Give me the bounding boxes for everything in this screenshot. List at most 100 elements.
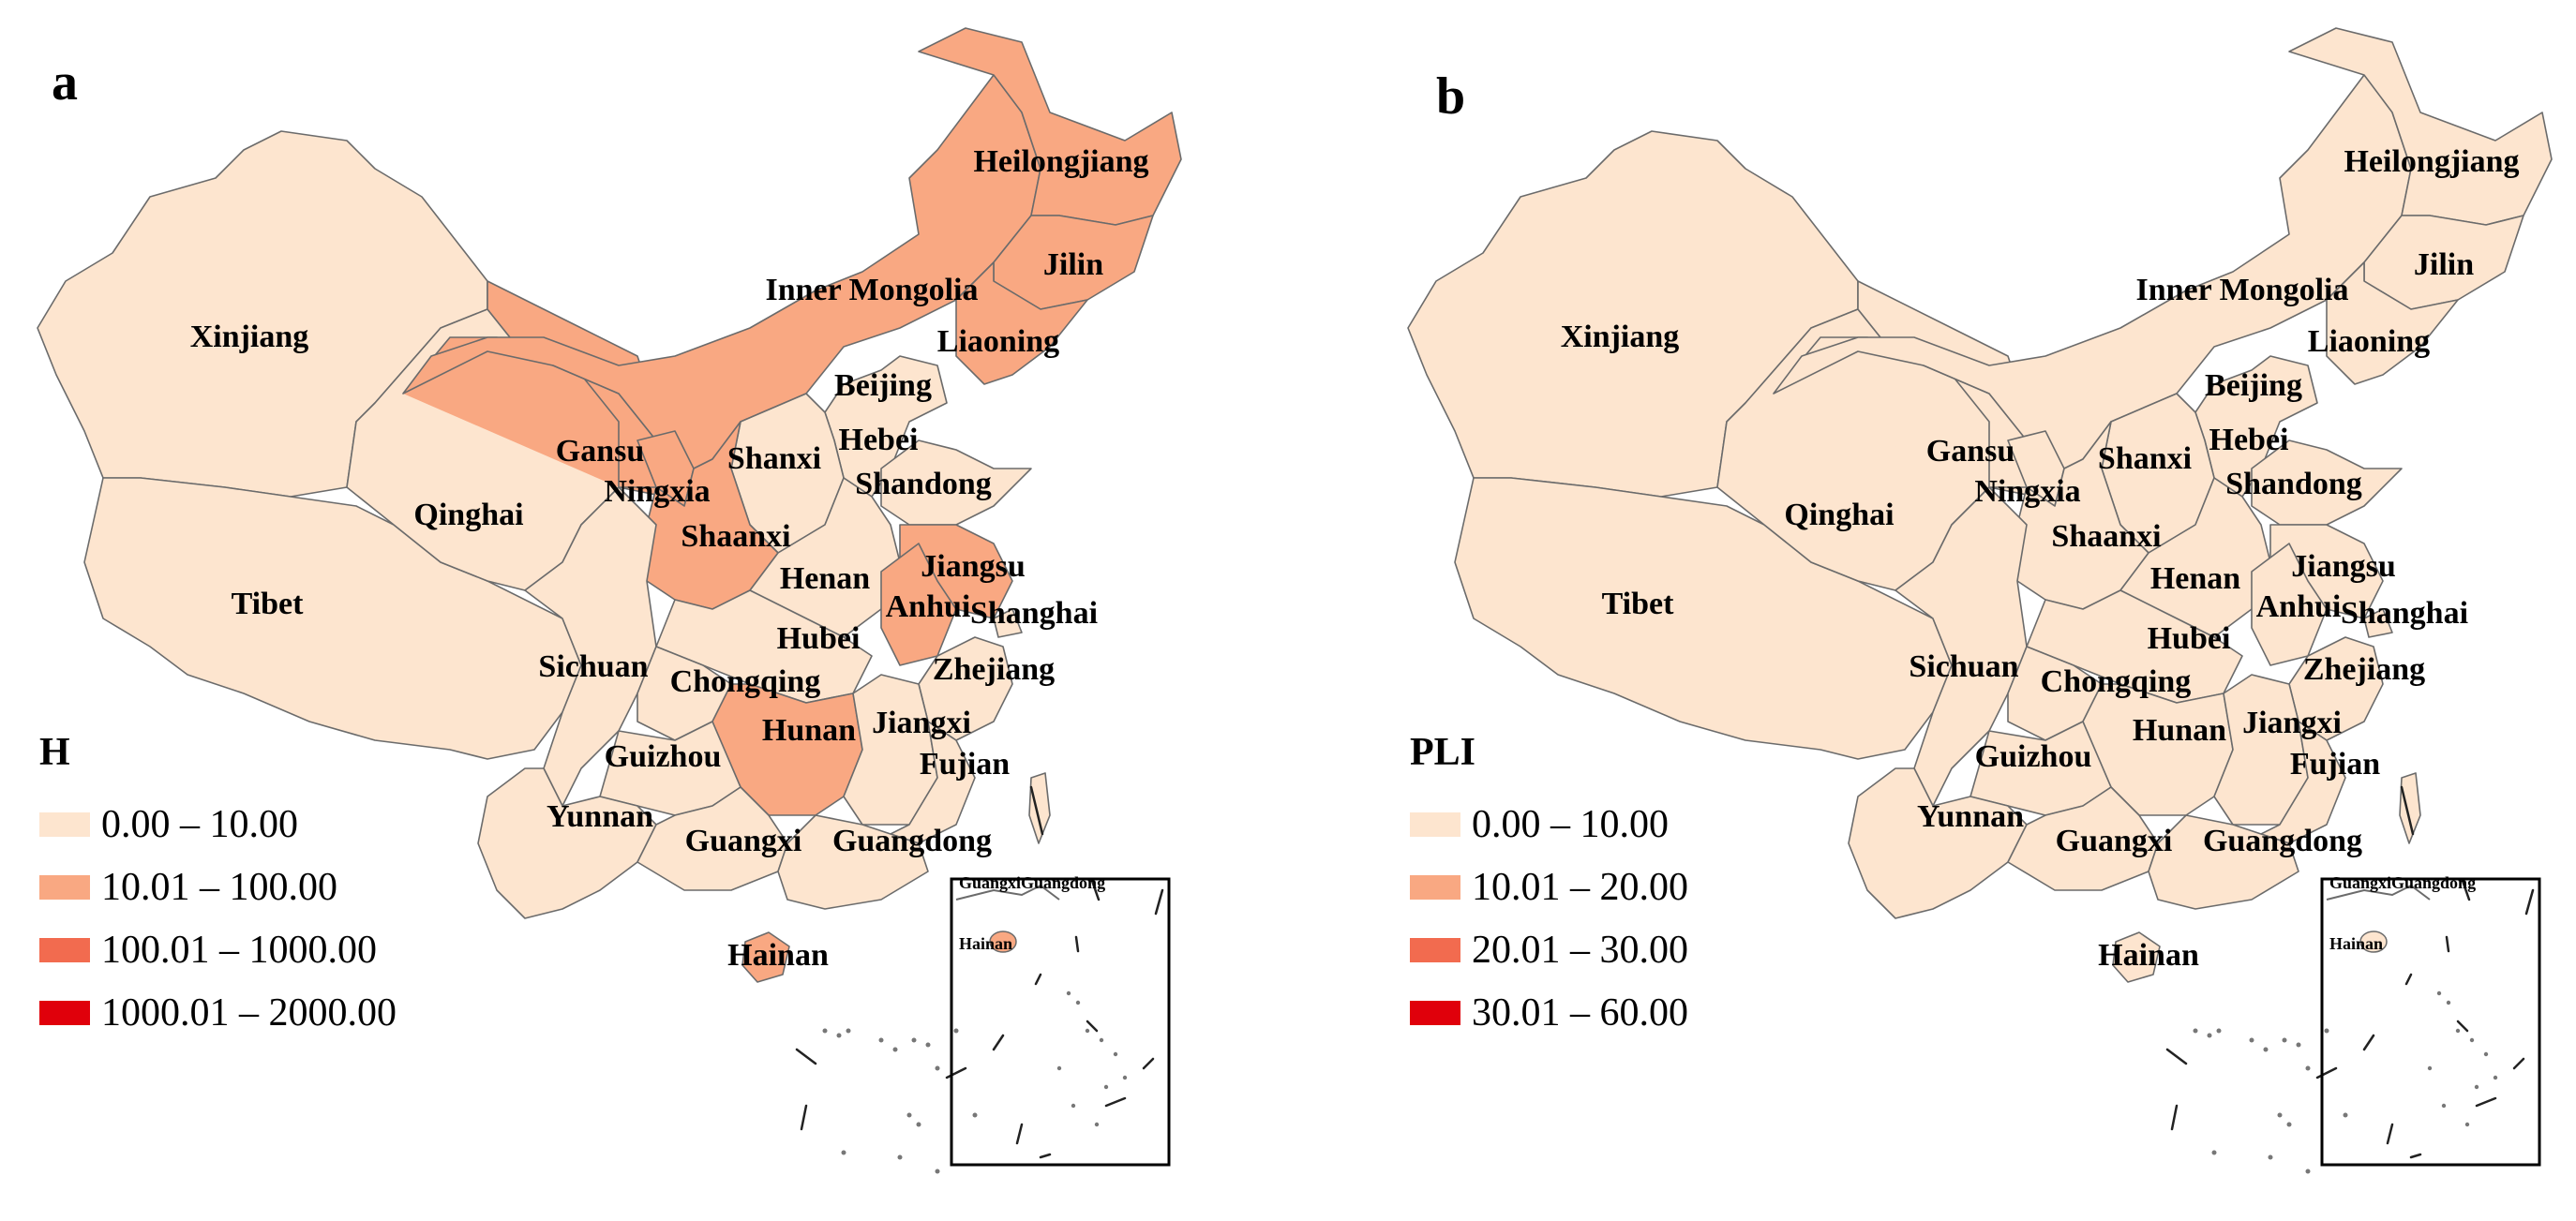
legend-item: 1000.01 – 2000.00 — [39, 981, 397, 1044]
inset-dot — [1113, 1051, 1118, 1057]
inset-label-guangxi-guangdong: GuangxiGuangdong — [2329, 873, 2476, 892]
island-dot — [2249, 1037, 2254, 1043]
island-dot — [2282, 1037, 2287, 1043]
province-label-guangxi: Guangxi — [2056, 824, 2173, 858]
province-anhui — [880, 543, 957, 666]
province-label-sichuan: Sichuan — [538, 649, 648, 684]
province-shanghai — [2363, 608, 2393, 638]
province-label-henan: Henan — [780, 561, 870, 596]
island-dot — [2207, 1033, 2212, 1038]
province-sichuan — [524, 486, 657, 807]
province-label-jilin: Jilin — [2414, 247, 2474, 282]
island-dot — [2263, 1047, 2269, 1052]
panel-letter-a: a — [52, 53, 78, 112]
island-mark — [2400, 785, 2415, 836]
inset-island — [1154, 888, 1164, 916]
province-label-shandong: Shandong — [855, 467, 992, 501]
inset-island — [2475, 1096, 2497, 1108]
province-label-anhui: Anhui — [2256, 589, 2342, 624]
province-layer — [37, 27, 1182, 983]
inset-label-hainan: Hainan — [2329, 934, 2383, 953]
island-dot — [2193, 1028, 2198, 1034]
province-guangxi — [2007, 786, 2159, 891]
island-dot — [2305, 1169, 2311, 1174]
island-dot — [2268, 1154, 2273, 1160]
province-label-guangxi: Guangxi — [685, 824, 802, 858]
inset-island — [1034, 973, 1042, 986]
province-hainan — [2112, 931, 2161, 983]
province-label-inner-mongolia: Inner Mongolia — [2135, 273, 2348, 307]
inset-dot — [1122, 1075, 1128, 1080]
inset-island — [1142, 1057, 1155, 1070]
island-dot — [2211, 1150, 2217, 1155]
legend-swatch — [1410, 874, 1460, 900]
legend-swatch — [39, 874, 90, 900]
province-label-liaoning: Liaoning — [937, 324, 1059, 359]
inset-label-guangxi-guangdong: GuangxiGuangdong — [959, 873, 1105, 892]
province-label-hunan: Hunan — [762, 713, 856, 748]
inset-dot — [1094, 1122, 1100, 1127]
province-label-henan: Henan — [2150, 561, 2240, 596]
province-yunnan — [477, 767, 657, 919]
province-label-hebei: Hebei — [839, 423, 919, 457]
inset-coast — [955, 884, 1060, 901]
province-hainan — [741, 931, 790, 983]
legend-item: 100.01 – 1000.00 — [39, 918, 397, 981]
islands-layer — [795, 785, 1101, 1174]
legend-title-a: H — [39, 731, 70, 774]
legend-swatch — [1410, 812, 1460, 837]
inset-frame — [2320, 877, 2541, 1167]
province-tibet — [1454, 477, 1953, 760]
island-dot — [925, 1042, 931, 1048]
island-dot — [2286, 1122, 2292, 1127]
province-taiwan — [2399, 772, 2421, 844]
island-dot — [911, 1037, 917, 1043]
province-label-shandong: Shandong — [2225, 467, 2362, 501]
island-mark — [2165, 1048, 2188, 1065]
legend-label: 0.00 – 10.00 — [1472, 802, 1669, 846]
legend-label: 1000.01 – 2000.00 — [101, 990, 397, 1035]
province-label-chongqing: Chongqing — [670, 664, 821, 699]
province-label-tibet: Tibet — [232, 587, 305, 621]
south-china-sea-inset: GuangxiGuangdong Hainan — [2320, 873, 2541, 1167]
island-dot — [935, 1065, 940, 1071]
map-panel-a: a Xinjiang Tibet Qinghai Gansu Inner Mongoli… — [37, 27, 1182, 1174]
province-label-inner-mongolia: Inner Mongolia — [765, 273, 978, 307]
island-dot — [2296, 1042, 2301, 1048]
island-mark — [2445, 935, 2450, 953]
province-label-yunnan: Yunnan — [1917, 799, 2024, 834]
province-label-sichuan: Sichuan — [1909, 649, 2018, 684]
legend-swatch — [39, 937, 90, 962]
province-label-shaanxi: Shaanxi — [681, 519, 790, 554]
legend-label: 30.01 – 60.00 — [1472, 990, 1688, 1035]
province-label-jilin: Jilin — [1043, 247, 1103, 282]
inset-island — [1104, 1096, 1127, 1108]
province-label-jiangxi: Jiangxi — [872, 706, 971, 740]
island-dot — [916, 1122, 921, 1127]
province-guangdong — [777, 814, 929, 910]
island-dot — [897, 1154, 903, 1160]
legend-item: 20.01 – 30.00 — [1410, 918, 1688, 981]
island-mark — [795, 1048, 817, 1065]
province-label-shaanxi: Shaanxi — [2051, 519, 2161, 554]
island-dot — [846, 1028, 851, 1034]
province-label-shanghai: Shanghai — [970, 596, 1098, 631]
inset-island — [2512, 1057, 2525, 1070]
province-label-ningxia: Ningxia — [1974, 474, 2080, 509]
map-panel-b: b Xinjiang Tibet Qinghai Gansu Inner Mongoli… — [1370, 0, 2576, 1221]
inset-dot — [2455, 1028, 2461, 1034]
inset-dot — [2446, 1000, 2451, 1005]
province-label-tibet: Tibet — [1602, 587, 1675, 621]
inset-island — [1039, 1153, 1052, 1159]
inset-island — [1086, 1020, 1099, 1033]
inset-island — [2524, 888, 2535, 916]
china-map-a: Xinjiang Tibet Qinghai Gansu Inner Mongolia H… — [37, 27, 1182, 1174]
province-label-hainan: Hainan — [727, 938, 829, 973]
island-mark — [2461, 879, 2471, 901]
china-map-b: Xinjiang Tibet Qinghai Gansu Inner Mongolia H… — [1407, 27, 2553, 1174]
province-label-anhui: Anhui — [886, 589, 971, 624]
province-label-guizhou: Guizhou — [605, 739, 722, 774]
island-mark — [2315, 1066, 2338, 1080]
inset-coast — [2326, 884, 2431, 901]
inset-dot — [2469, 1037, 2475, 1043]
